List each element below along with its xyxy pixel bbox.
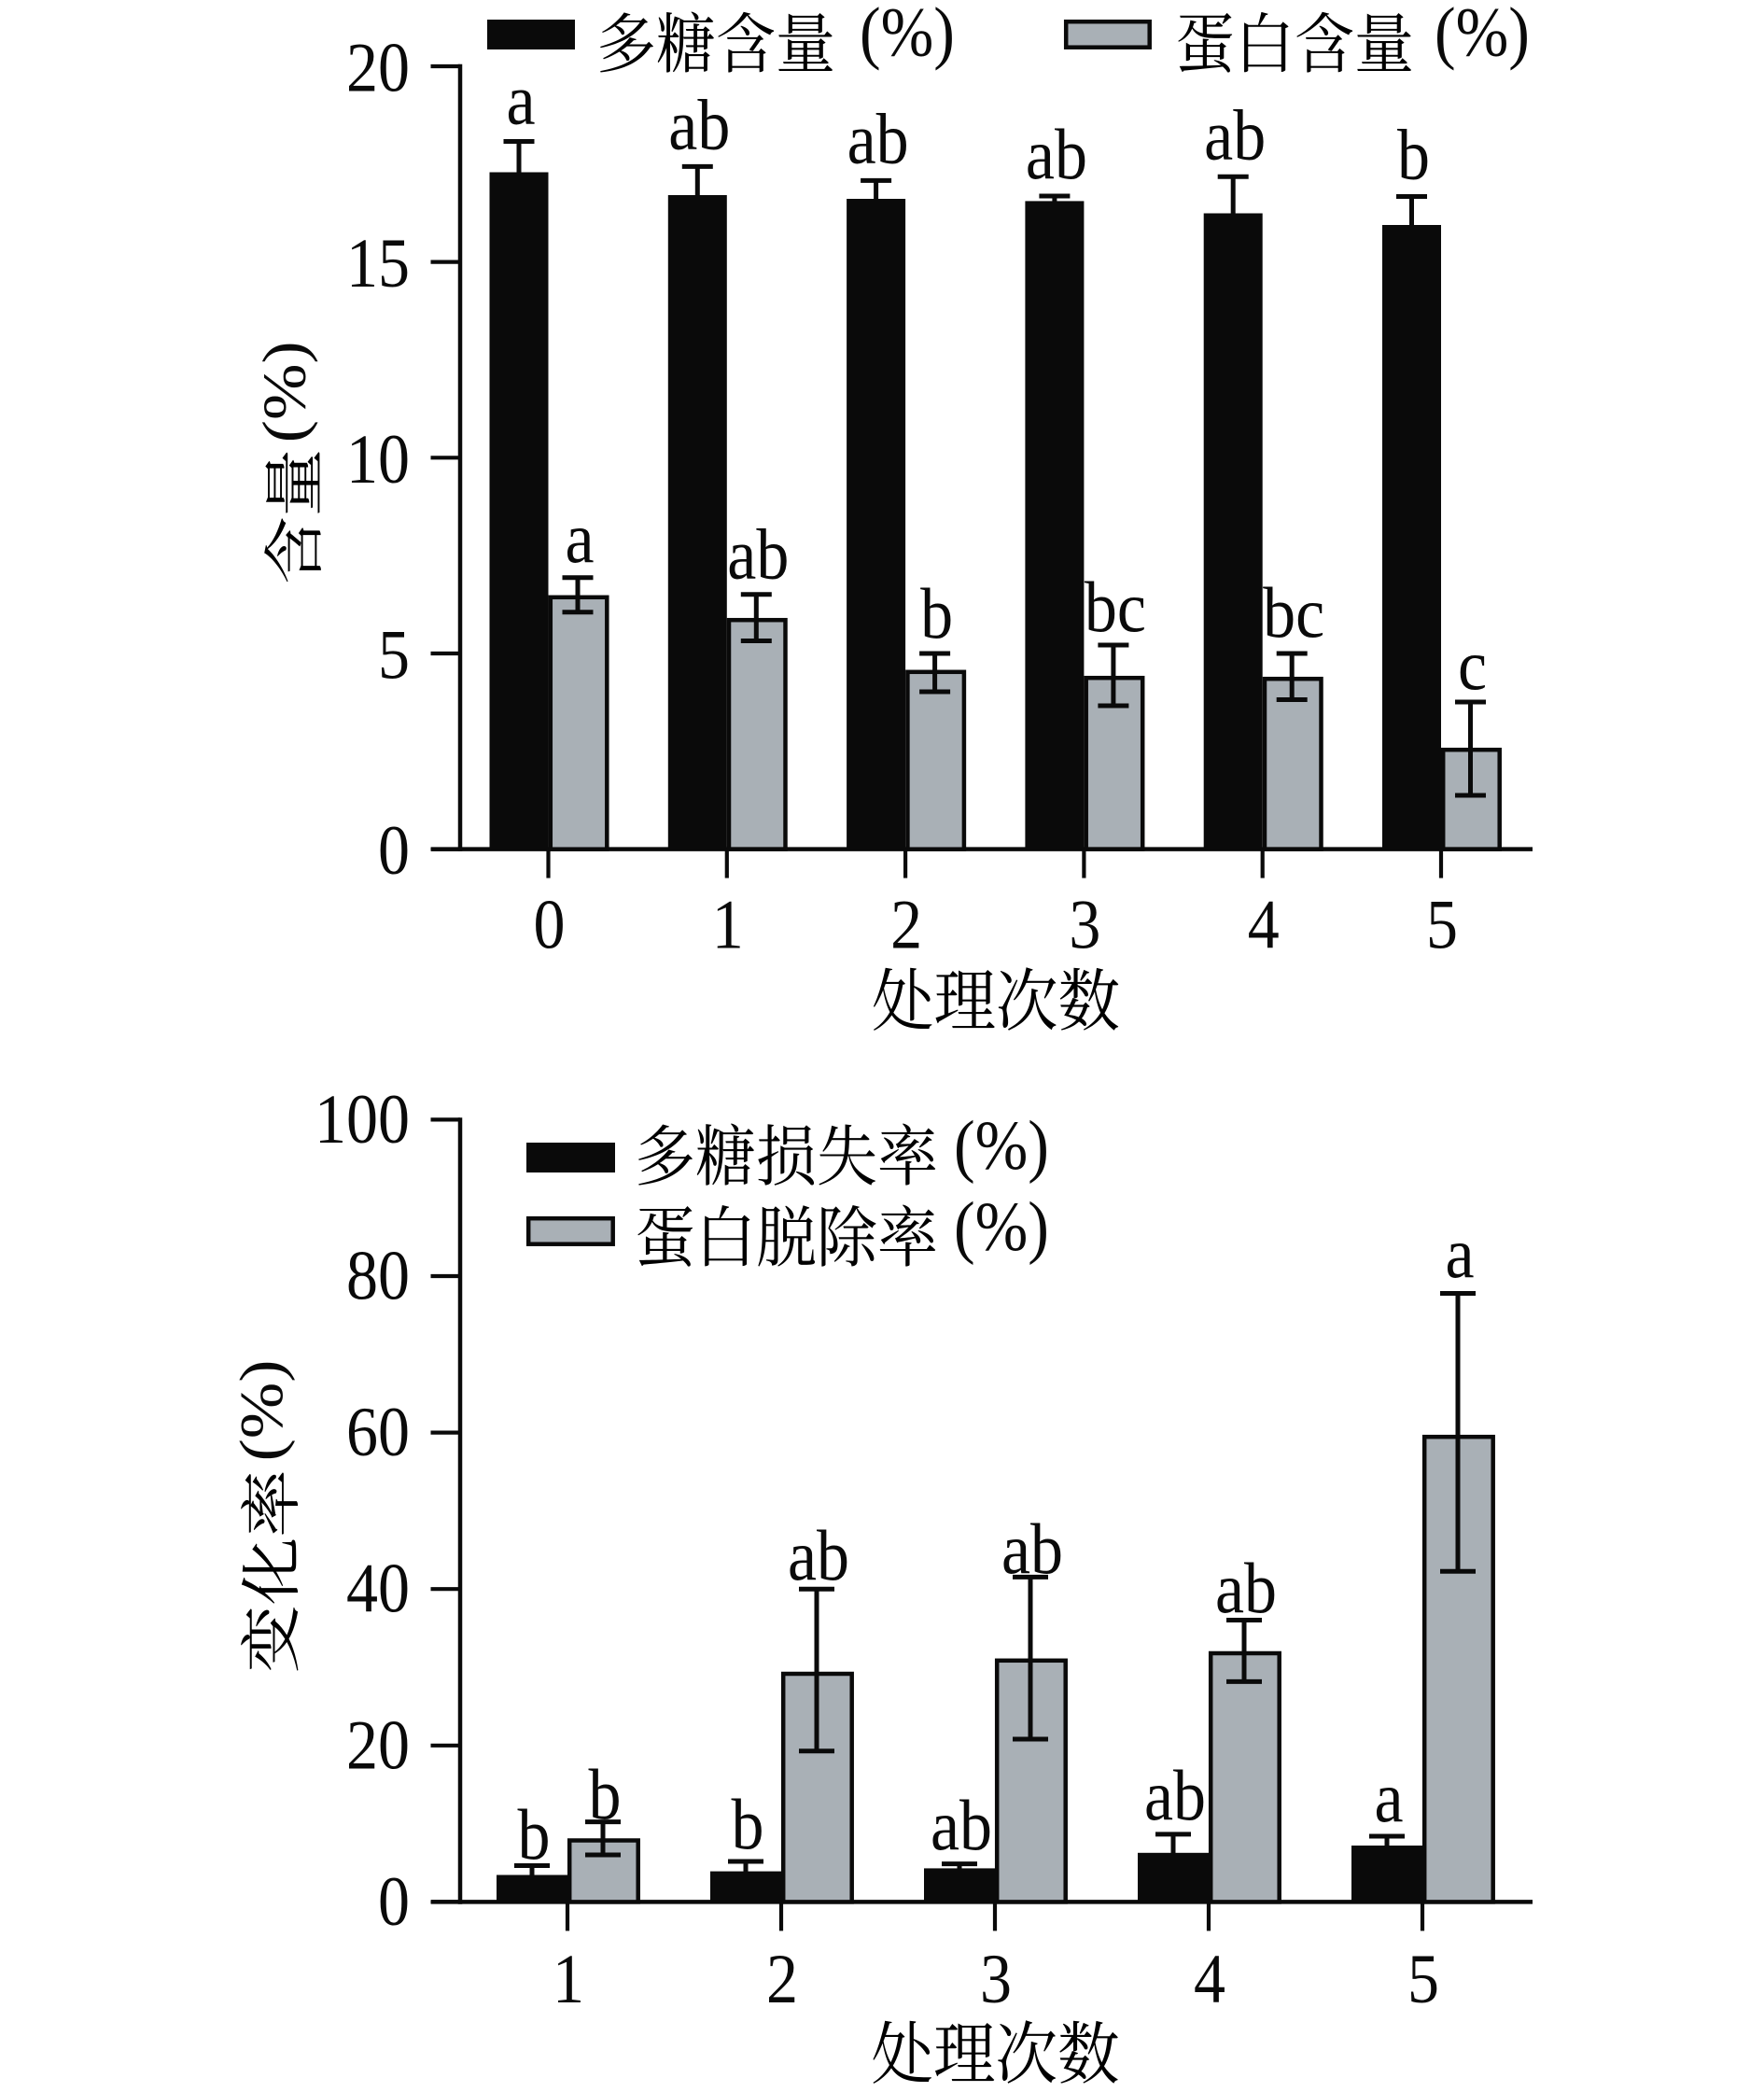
- svg-text:5: 5: [1407, 1941, 1439, 2018]
- svg-text:5: 5: [1426, 887, 1458, 964]
- svg-text:ab: ab: [788, 1515, 849, 1595]
- svg-text:a: a: [565, 498, 594, 578]
- svg-text:20: 20: [346, 1706, 410, 1784]
- svg-text:ab: ab: [1204, 94, 1266, 175]
- svg-text:40: 40: [346, 1551, 410, 1628]
- svg-text:(%): (%): [954, 1107, 1049, 1185]
- svg-text:a: a: [1374, 1757, 1403, 1837]
- svg-text:ab: ab: [727, 514, 789, 595]
- svg-text:ab: ab: [1144, 1755, 1206, 1835]
- svg-text:2: 2: [766, 1941, 798, 2018]
- svg-text:2: 2: [890, 887, 922, 964]
- svg-text:b: b: [588, 1754, 621, 1834]
- svg-text:ab: ab: [668, 84, 730, 164]
- svg-text:c: c: [1458, 625, 1487, 705]
- svg-text:100: 100: [315, 1081, 410, 1158]
- svg-text:4: 4: [1248, 887, 1280, 964]
- svg-text:3: 3: [980, 1941, 1012, 2018]
- svg-text:ab: ab: [1215, 1548, 1277, 1628]
- svg-text:1: 1: [712, 887, 744, 964]
- svg-text:1: 1: [553, 1941, 584, 2018]
- svg-text:60: 60: [346, 1394, 410, 1471]
- svg-text:bc: bc: [1263, 572, 1324, 653]
- svg-text:b: b: [731, 1784, 763, 1864]
- svg-text:a: a: [506, 59, 535, 139]
- svg-text:(%): (%): [860, 0, 955, 71]
- svg-text:ab: ab: [1026, 114, 1087, 194]
- svg-text:b: b: [1397, 114, 1430, 194]
- svg-text:10: 10: [346, 421, 410, 498]
- svg-text:20: 20: [346, 30, 410, 107]
- svg-text:(%): (%): [954, 1188, 1049, 1266]
- svg-text:4: 4: [1194, 1941, 1225, 2018]
- svg-text:0: 0: [378, 1863, 410, 1941]
- svg-text:bc: bc: [1085, 567, 1146, 647]
- svg-text:80: 80: [346, 1238, 410, 1315]
- svg-text:ab: ab: [1001, 1509, 1063, 1589]
- svg-text:0: 0: [534, 887, 566, 964]
- svg-text:a: a: [1445, 1213, 1474, 1293]
- svg-text:ab: ab: [931, 1785, 992, 1865]
- svg-text:(%): (%): [1435, 0, 1530, 71]
- svg-text:15: 15: [346, 225, 410, 302]
- svg-text:b: b: [920, 573, 953, 653]
- svg-text:0: 0: [378, 812, 410, 890]
- svg-text:5: 5: [378, 617, 410, 695]
- svg-text:ab: ab: [847, 98, 909, 178]
- svg-text:(%): (%): [228, 1360, 296, 1462]
- svg-text:(%): (%): [251, 341, 319, 442]
- svg-text:3: 3: [1069, 887, 1100, 964]
- svg-text:b: b: [517, 1794, 550, 1874]
